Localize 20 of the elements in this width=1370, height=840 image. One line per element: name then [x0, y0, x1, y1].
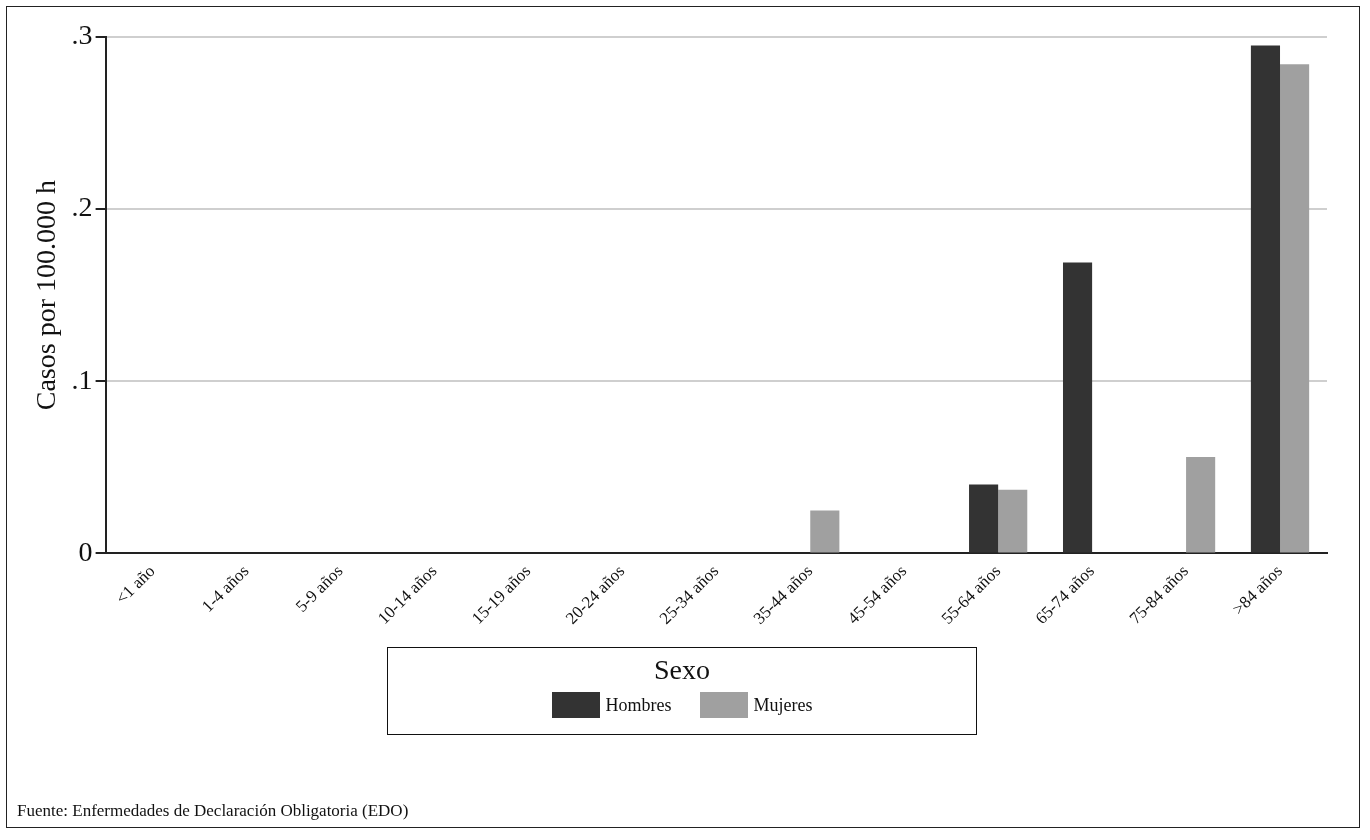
bar — [810, 510, 840, 553]
y-tick-label: .3 — [71, 19, 93, 51]
bar — [998, 489, 1028, 553]
legend-label: Hombres — [605, 694, 672, 716]
y-tick-label: .2 — [71, 191, 93, 223]
bar — [1250, 45, 1281, 553]
bar — [1186, 457, 1216, 553]
x-tick-label: <1 año — [111, 561, 159, 608]
bar — [969, 484, 999, 553]
x-tick-label: 1-4 años — [198, 561, 253, 616]
legend-title: Sexo — [653, 654, 711, 686]
bar — [1280, 64, 1310, 553]
x-tick-label: >84 años — [1228, 561, 1287, 619]
y-tick-label: 0 — [78, 535, 93, 567]
y-axis-title: Casos por 100.000 h — [30, 180, 62, 411]
x-tick-label: 5-9 años — [291, 561, 347, 616]
legend-label: Mujeres — [753, 694, 813, 716]
y-tick-label: .1 — [71, 363, 93, 395]
bar — [1062, 262, 1093, 553]
source-note: Fuente: Enfermedades de Declaración Obligatoria (EDO) — [17, 801, 409, 821]
